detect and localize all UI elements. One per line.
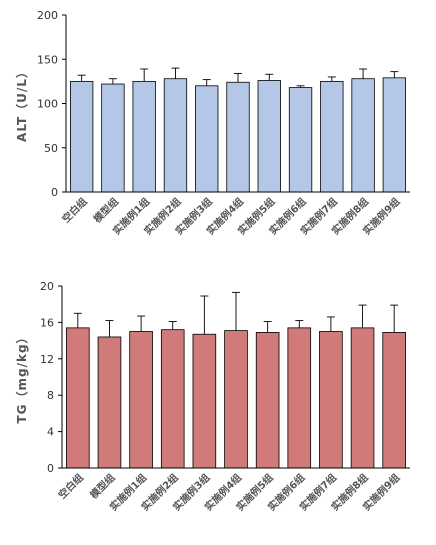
y-tick-label: 16 — [40, 316, 54, 329]
bar-1 — [66, 327, 90, 469]
y-tick-label: 150 — [37, 53, 58, 66]
bar-5 — [192, 333, 217, 469]
y-tick-label: 50 — [44, 142, 58, 155]
x-tick-label: 模型组 — [87, 471, 117, 501]
bar-8 — [288, 87, 313, 193]
bar-4 — [163, 78, 188, 193]
bar-6 — [226, 81, 250, 193]
y-tick-label: 0 — [51, 186, 58, 199]
y-tick-label: 4 — [47, 426, 54, 439]
x-tick-label: 空白组 — [56, 471, 86, 501]
bar-11 — [382, 332, 406, 469]
bar-5 — [195, 85, 219, 193]
bar-11 — [382, 77, 407, 193]
bar-10 — [351, 78, 375, 193]
y-tick-label: 12 — [40, 353, 54, 366]
bar-3 — [132, 80, 156, 193]
bar-9 — [319, 331, 343, 469]
y-tick-label: 0 — [47, 462, 54, 475]
y-axis-label: ALT（U/L） — [14, 65, 29, 142]
bar-10 — [350, 327, 375, 469]
bar-2 — [101, 83, 125, 193]
bar-7 — [257, 80, 281, 193]
x-tick-label: 模型组 — [91, 195, 121, 225]
y-tick-label: 100 — [37, 98, 58, 111]
y-axis-label: TG（mg/kg） — [14, 330, 29, 423]
x-tick-label: 空白组 — [59, 195, 89, 225]
bar-4 — [160, 329, 185, 469]
bar-2 — [97, 336, 122, 469]
y-tick-label: 8 — [47, 389, 54, 402]
bar-1 — [69, 80, 94, 193]
y-tick-label: 20 — [40, 280, 54, 293]
bar-6 — [224, 330, 248, 469]
bar-8 — [287, 327, 312, 469]
bar-3 — [129, 331, 153, 469]
y-tick-label: 200 — [37, 9, 58, 22]
bar-9 — [320, 80, 344, 193]
bar-7 — [255, 332, 280, 469]
